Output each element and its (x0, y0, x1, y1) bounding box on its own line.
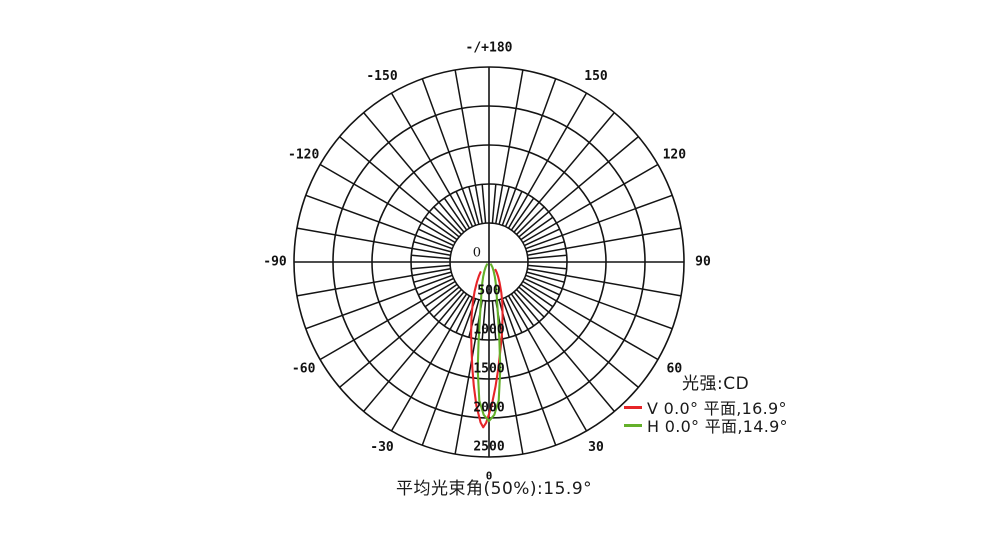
angle-label: 60 (667, 362, 683, 377)
grid-spoke-10deg (363, 291, 465, 412)
angle-label: 0 (486, 470, 493, 483)
grid-spoke-5deg (455, 190, 474, 227)
grid-spoke-5deg (417, 228, 454, 247)
grid-spoke-10deg (525, 274, 673, 330)
grid-spoke-10deg (507, 295, 588, 432)
grid-spoke-10deg (495, 69, 524, 224)
angle-label: -30 (370, 440, 394, 455)
grid-spoke-5deg (411, 254, 451, 260)
grid-spoke-10deg (454, 300, 483, 455)
grid-spoke-10deg (305, 194, 453, 250)
grid-spoke-5deg (526, 241, 565, 253)
legend-title: 光强:CD (682, 374, 750, 394)
grid-spoke-10deg (513, 112, 615, 233)
grid-spoke-10deg (421, 298, 477, 446)
radial-tick-label: 2500 (473, 440, 504, 455)
grid-spoke-5deg (526, 271, 565, 283)
v-plane-curve (470, 268, 504, 429)
grid-spoke-5deg (491, 300, 497, 340)
grid-spoke-5deg (524, 228, 561, 247)
grid-spoke-10deg (390, 295, 471, 432)
grid-spoke-5deg (527, 254, 567, 260)
grid-spoke-10deg (518, 286, 639, 388)
grid-spoke-10deg (527, 227, 682, 256)
angle-label: 150 (584, 69, 608, 84)
v-series-label: V 0.0° 平面,16.9° (647, 399, 787, 418)
grid-spoke-10deg (513, 291, 615, 412)
radial-tick-label: 1000 (473, 323, 504, 338)
grid-spoke-5deg (510, 197, 535, 231)
angle-label: -150 (366, 69, 397, 84)
legend-item-h: H 0.0° 平面,14.9° (624, 416, 788, 436)
grid-spoke-10deg (522, 163, 659, 244)
grid-spoke-10deg (507, 92, 588, 229)
grid-spoke-10deg (454, 69, 483, 224)
grid-spoke-10deg (501, 298, 557, 446)
grid-spoke-10deg (501, 78, 557, 226)
h-plane-curve (476, 263, 502, 423)
grid-spoke-5deg (504, 190, 523, 227)
legend: V 0.0° 平面,16.9° H 0.0° 平面,14.9° (624, 398, 788, 436)
grid-spoke-5deg (498, 186, 510, 225)
grid-spoke-5deg (520, 216, 554, 241)
angle-label: 120 (663, 148, 687, 163)
grid-spoke-5deg (481, 184, 487, 224)
grid-spoke-5deg (524, 277, 561, 296)
grid-spoke-10deg (421, 78, 477, 226)
radial-tick-label: 500 (477, 284, 501, 299)
radial-tick-label: 0 (473, 246, 481, 261)
grid-spoke-5deg (424, 216, 458, 241)
grid-spoke-5deg (413, 241, 452, 253)
h-series-color-swatch (624, 423, 642, 427)
angle-label: 30 (588, 440, 604, 455)
grid-spoke-5deg (433, 206, 462, 235)
grid-spoke-5deg (510, 293, 535, 327)
grid-spoke-10deg (522, 280, 659, 361)
grid-spoke-10deg (525, 194, 673, 250)
grid-spoke-5deg (433, 289, 462, 318)
angle-label: -120 (288, 148, 319, 163)
grid-spoke-10deg (363, 112, 465, 233)
angle-label: 90 (695, 255, 711, 270)
grid-spoke-5deg (504, 297, 523, 334)
grid-spoke-5deg (520, 283, 554, 308)
grid-spoke-10deg (339, 286, 460, 388)
grid-spoke-5deg (516, 289, 545, 318)
v-series-color-swatch (624, 405, 642, 409)
grid-spoke-5deg (413, 271, 452, 283)
grid-spoke-10deg (319, 280, 456, 361)
grid-spoke-5deg (443, 197, 468, 231)
grid-spoke-5deg (417, 277, 454, 296)
angle-label: -90 (263, 255, 287, 270)
beam-angle-caption: 平均光束角(50%):15.9° (396, 479, 593, 499)
grid-spoke-5deg (491, 184, 497, 224)
grid-spoke-10deg (319, 163, 456, 244)
radial-tick-label: 1500 (473, 362, 504, 377)
grid-spoke-5deg (455, 297, 474, 334)
grid-spoke-10deg (495, 300, 524, 455)
legend-item-v: V 0.0° 平面,16.9° (624, 398, 788, 418)
grid-spoke-10deg (527, 268, 682, 297)
angle-label: -60 (292, 362, 316, 377)
grid-spoke-5deg (527, 264, 567, 270)
grid-spoke-5deg (498, 299, 510, 338)
grid-spoke-5deg (424, 283, 458, 308)
grid-spoke-5deg (516, 206, 545, 235)
grid-spoke-10deg (296, 227, 451, 256)
radial-tick-label: 2000 (473, 401, 504, 416)
grid-spoke-10deg (305, 274, 453, 330)
grid-spoke-5deg (443, 293, 468, 327)
grid-spoke-10deg (518, 136, 639, 238)
grid-spoke-10deg (339, 136, 460, 238)
h-series-label: H 0.0° 平面,14.9° (647, 417, 788, 436)
grid-spoke-10deg (296, 268, 451, 297)
angle-label: -/+180 (466, 41, 513, 56)
grid-spoke-5deg (481, 300, 487, 340)
grid-spoke-5deg (468, 186, 480, 225)
grid-spoke-5deg (411, 264, 451, 270)
grid-spoke-10deg (390, 92, 471, 229)
